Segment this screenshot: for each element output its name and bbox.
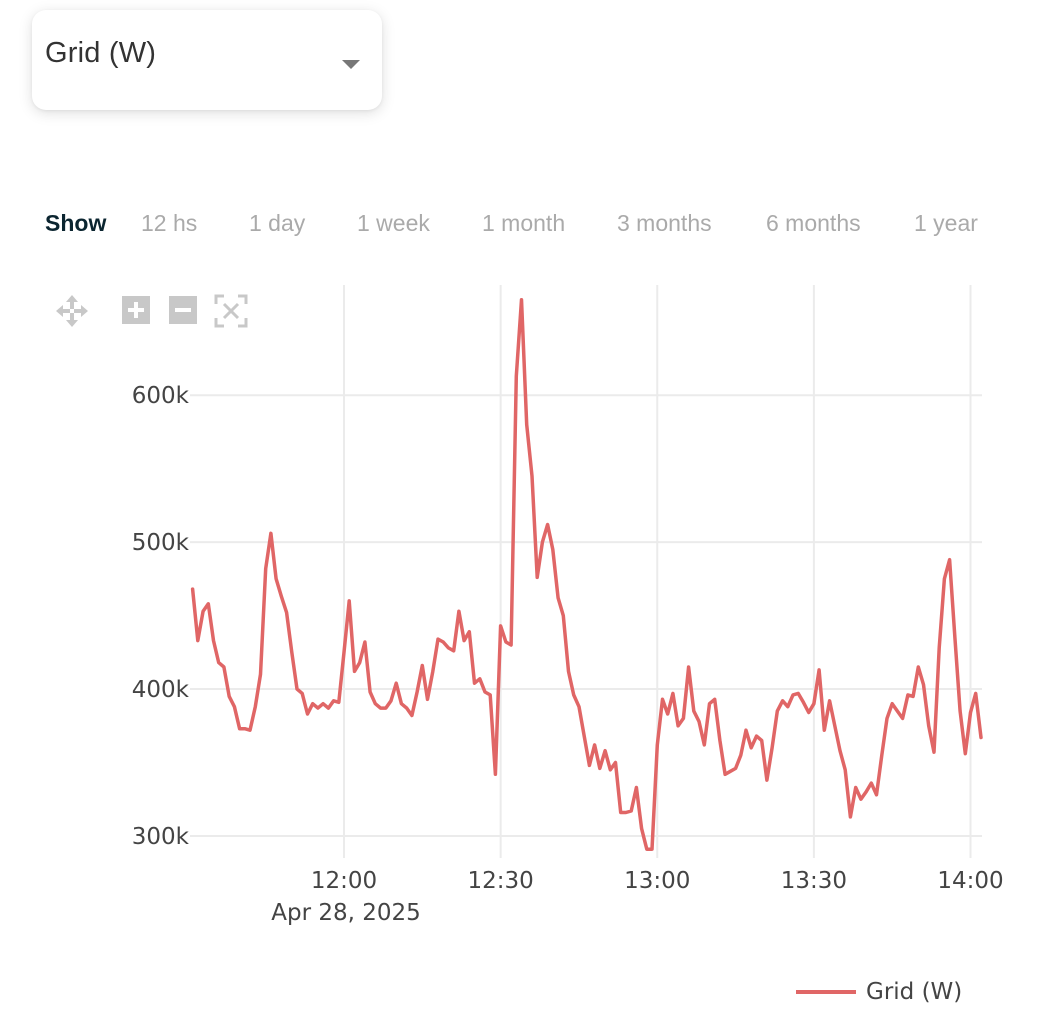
range-show-label: Show <box>45 210 107 236</box>
caret-down-icon[interactable] <box>342 60 360 69</box>
x-tick-label: 12:30 <box>467 868 533 894</box>
range-selector: Show 12 hs 1 day 1 week 1 month 3 months… <box>0 210 1051 240</box>
y-axis-ticks: 300k 400k 500k 600k <box>132 383 190 850</box>
y-tick-label: 400k <box>132 677 190 703</box>
x-tick-label: 12:00 <box>311 868 377 894</box>
y-tick-label: 600k <box>132 383 190 409</box>
legend-label: Grid (W) <box>866 979 963 1005</box>
range-option-1day[interactable]: 1 day <box>249 210 306 236</box>
series-selector-label: Grid (W) <box>45 37 157 69</box>
x-tick-label: 13:00 <box>624 868 690 894</box>
autoscale-icon[interactable] <box>213 293 249 329</box>
range-option-1month[interactable]: 1 month <box>482 210 566 236</box>
range-option-1week[interactable]: 1 week <box>357 210 430 236</box>
range-option-3months[interactable]: 3 months <box>617 210 712 236</box>
zoom-in-icon[interactable] <box>120 293 152 325</box>
x-tick-label: 14:00 <box>937 868 1003 894</box>
grid-lines <box>190 285 982 858</box>
x-tick-label: 13:30 <box>781 868 847 894</box>
range-option-1year[interactable]: 1 year <box>914 210 978 236</box>
x-axis-ticks: 12:00 12:30 13:00 13:30 14:00 <box>311 868 1004 894</box>
series-selector[interactable]: Grid (W) <box>32 10 382 110</box>
range-option-12hs[interactable]: 12 hs <box>141 210 198 236</box>
zoom-out-icon[interactable] <box>167 293 199 325</box>
series-line-grid <box>190 297 983 851</box>
range-option-6months[interactable]: 6 months <box>766 210 861 236</box>
pan-icon[interactable] <box>54 293 90 329</box>
x-axis-date-label: Apr 28, 2025 <box>271 900 421 926</box>
y-tick-label: 500k <box>132 530 190 556</box>
legend-line-swatch <box>796 990 856 994</box>
y-tick-label: 300k <box>132 824 190 850</box>
